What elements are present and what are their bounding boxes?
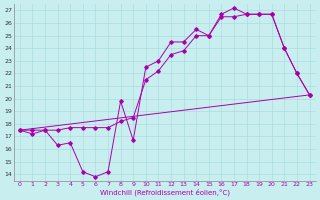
X-axis label: Windchill (Refroidissement éolien,°C): Windchill (Refroidissement éolien,°C) — [100, 188, 230, 196]
